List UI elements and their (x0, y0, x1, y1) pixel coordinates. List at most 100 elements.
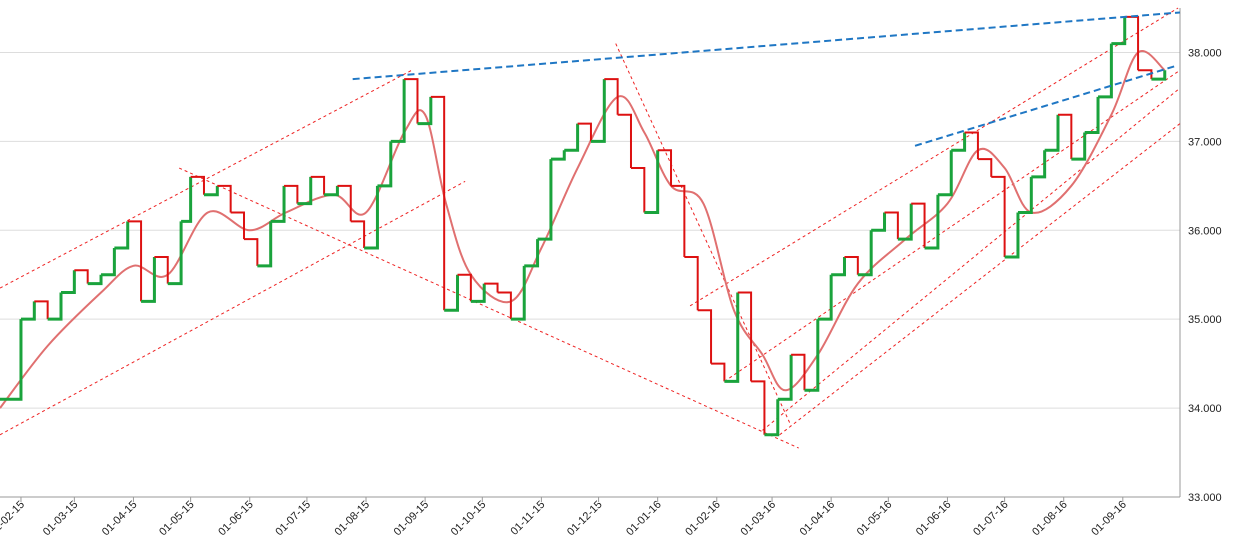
price-segment-down (310, 175, 326, 195)
x-tick-label: 01-03-16 (739, 499, 779, 539)
x-tick-label: 01-12-15 (565, 499, 605, 539)
channel-line (0, 69, 412, 289)
y-tick-label: 38.000 (1188, 47, 1222, 59)
price-segment-up (377, 141, 393, 188)
price-segment-up (270, 185, 286, 223)
price-segment-up (444, 274, 460, 312)
price-segment-down (884, 211, 899, 240)
x-tick-label: 01-11-15 (508, 499, 547, 538)
price-segment-up (1151, 70, 1167, 81)
price-segment-down (154, 255, 169, 284)
channel-line (762, 87, 1181, 431)
price-segment-up (257, 221, 273, 268)
price-segment-up (364, 185, 379, 250)
price-segment-up (324, 185, 339, 197)
channel-line (615, 43, 792, 427)
resistance-line (914, 64, 1177, 147)
x-tick-label: 01-06-16 (914, 499, 954, 539)
y-tick-label: 33.000 (1188, 492, 1222, 504)
channel-line (779, 123, 1181, 436)
price-segment-down (684, 255, 699, 311)
price-segment-down (430, 95, 446, 311)
price-segment-up (203, 185, 219, 197)
moving-average-line (0, 49, 1166, 409)
price-segment-down (230, 211, 246, 240)
price-segment-down (350, 220, 366, 249)
channel-line (724, 69, 1181, 382)
price-segment-down (751, 380, 766, 435)
resistance-lines (352, 11, 1181, 147)
price-segment-down (697, 309, 713, 364)
price-segment-down (617, 113, 632, 169)
price-segment-down (964, 131, 979, 160)
y-tick-label: 35.000 (1188, 314, 1222, 326)
y-tick-label: 37.000 (1188, 136, 1222, 148)
price-segment-up (1004, 212, 1020, 259)
axes (0, 8, 1181, 498)
price-series (0, 15, 1167, 437)
x-axis-ticks: 01-02-15 01-03-15 01-04-15 01-05-15 01-06-15… (0, 497, 1129, 538)
price-segment-down (630, 167, 646, 213)
moving-average (0, 49, 1166, 409)
price-segment-up (1031, 150, 1047, 179)
price-segment-up (564, 123, 580, 152)
price-segment-down (404, 78, 419, 124)
price-segment-up (47, 292, 63, 321)
price-segment-up (764, 399, 780, 437)
price-segment-up (141, 256, 156, 303)
price-segment-up (297, 176, 313, 206)
price-segment-up (897, 203, 913, 241)
price-segment-up (114, 221, 130, 250)
x-tick-label: 01-10-15 (449, 499, 489, 539)
price-segment-up (550, 150, 566, 161)
price-segment-down (127, 220, 143, 302)
trend-channels (0, 7, 1181, 449)
price-segment-down (604, 78, 619, 115)
price-segment-down (737, 291, 753, 382)
price-segment-up (167, 221, 183, 286)
price-segment-down (1138, 69, 1153, 80)
price-segment-up (817, 274, 833, 321)
price-segment-down (217, 184, 232, 213)
price-segment-down (711, 362, 726, 382)
channel-line (689, 7, 1179, 307)
price-segment-down (190, 175, 205, 195)
price-segment-up (777, 354, 793, 401)
price-segment-down (671, 184, 686, 257)
x-tick-label: 01-08-16 (1030, 499, 1070, 539)
price-segment-up (871, 212, 887, 232)
price-segment-up (390, 79, 406, 143)
x-tick-label: 01-09-15 (392, 499, 432, 539)
price-segment-up (20, 301, 36, 321)
price-segment-up (537, 159, 553, 241)
price-segment-up (951, 132, 967, 152)
price-segment-up (1017, 176, 1033, 214)
price-segment-up (937, 150, 953, 197)
y-tick-label: 34.000 (1188, 403, 1222, 415)
price-segment-up (1044, 114, 1060, 152)
price-segment-down (991, 175, 1006, 257)
x-tick-label: 01-05-15 (157, 499, 197, 539)
price-segment-up (1071, 132, 1087, 161)
price-segment-up (524, 239, 540, 268)
x-tick-label: 01-02-16 (683, 499, 723, 539)
price-segment-up (1111, 16, 1127, 46)
price-segment-up (804, 319, 820, 392)
price-segment-up (724, 292, 740, 383)
price-segment-down (484, 282, 499, 293)
price-segment-down (577, 122, 592, 142)
price-segment-up (61, 270, 76, 295)
y-axis-ticks: 33.000 34.000 35.000 36.000 37.000 38.000 (1188, 47, 1222, 504)
price-segment-down (844, 255, 859, 275)
price-segment-up (831, 256, 846, 277)
x-tick-label: 01-04-16 (798, 499, 838, 539)
x-tick-label: 01-03-15 (41, 499, 81, 539)
y-tick-label: 36.000 (1188, 225, 1222, 237)
resistance-line (352, 11, 1181, 81)
x-tick-label: 01-08-15 (332, 499, 372, 539)
price-segment-down (497, 291, 512, 320)
price-segment-down (911, 202, 926, 249)
x-tick-label: 01-04-15 (100, 499, 140, 539)
